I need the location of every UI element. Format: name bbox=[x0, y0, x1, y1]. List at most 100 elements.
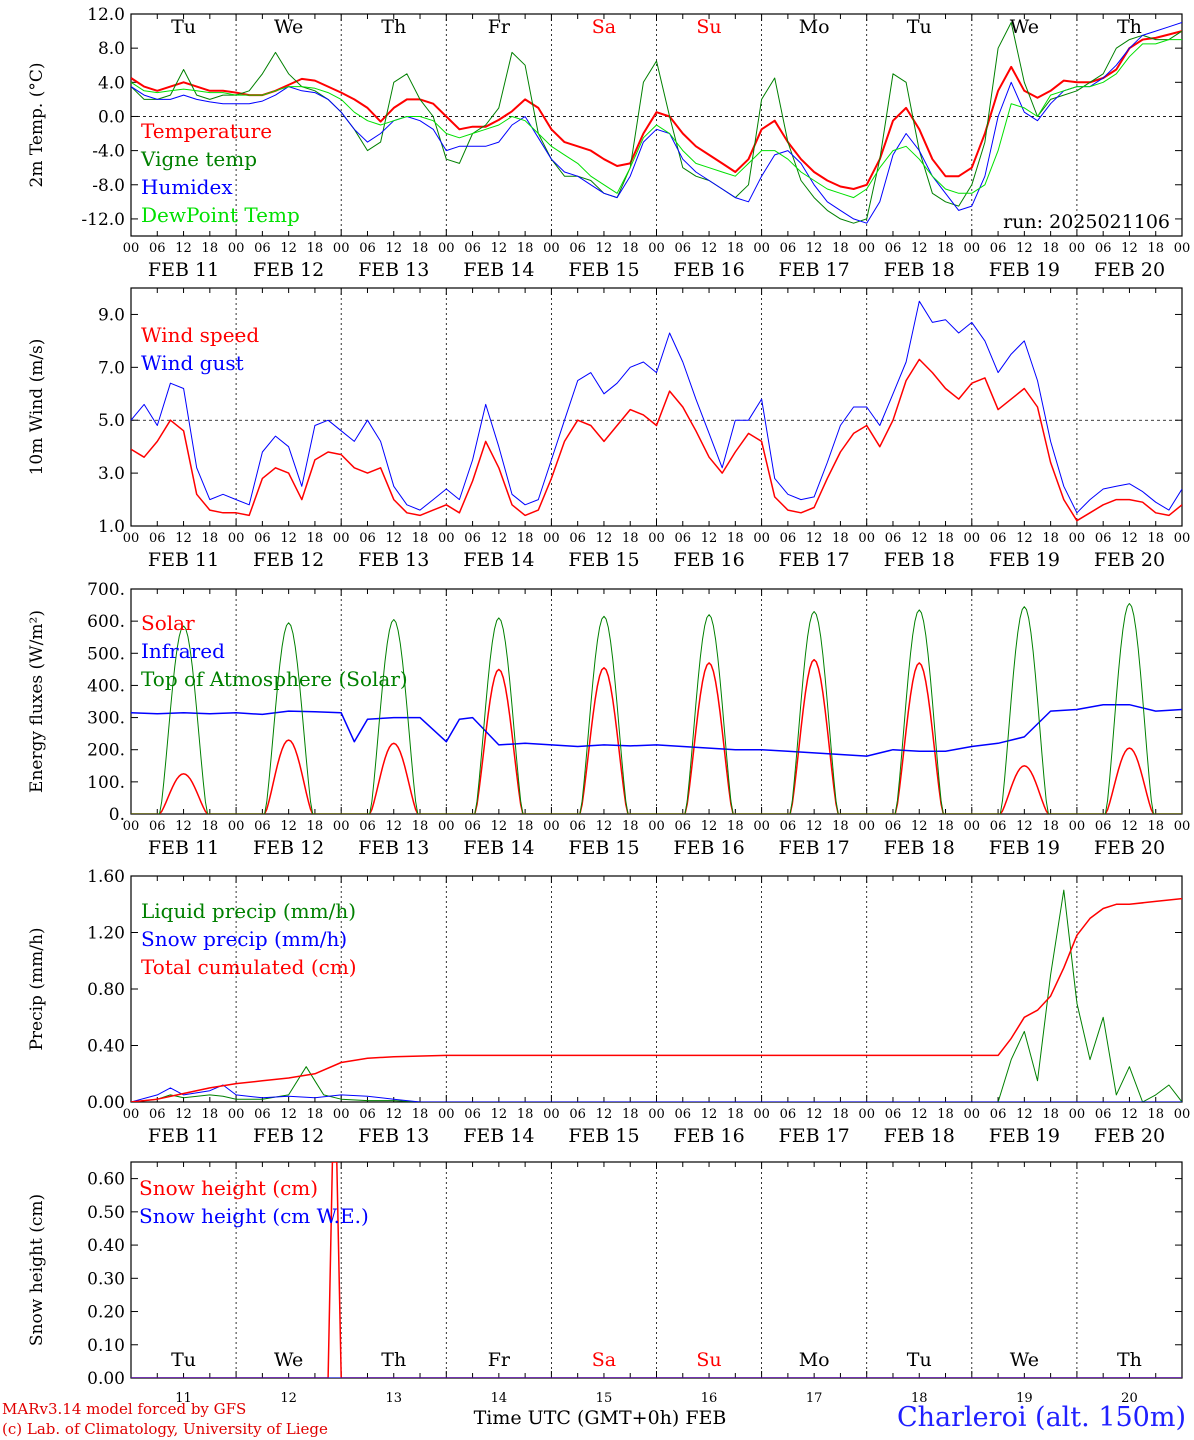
hour-tick-label: 06 bbox=[675, 531, 692, 546]
hour-tick-label: 12 bbox=[175, 241, 192, 256]
hour-tick-label: 06 bbox=[149, 1107, 166, 1122]
date-label: FEB 11 bbox=[148, 837, 219, 859]
date-label: FEB 17 bbox=[779, 259, 850, 281]
date-label: FEB 12 bbox=[253, 549, 324, 571]
y-tick-label: 4.0 bbox=[98, 73, 125, 93]
hour-tick-label: 12 bbox=[491, 531, 508, 546]
date-label: FEB 15 bbox=[568, 837, 639, 859]
hour-tick-label: 18 bbox=[202, 241, 219, 256]
run-annotation: run: 2025021106 bbox=[1003, 211, 1170, 233]
date-label: FEB 13 bbox=[358, 837, 429, 859]
y-tick-label: 0.60 bbox=[87, 1170, 125, 1190]
y-tick-label: 9.0 bbox=[98, 305, 125, 325]
day-number-label: 16 bbox=[701, 1391, 718, 1406]
hour-tick-label: 06 bbox=[149, 531, 166, 546]
hour-tick-label: 00 bbox=[438, 819, 455, 834]
hour-tick-label: 00 bbox=[858, 1107, 875, 1122]
hour-tick-label: 12 bbox=[911, 241, 928, 256]
hour-tick-label: 12 bbox=[491, 819, 508, 834]
hour-tick-label: 00 bbox=[123, 819, 140, 834]
hour-tick-label: 12 bbox=[701, 241, 718, 256]
hour-tick-label: 18 bbox=[1147, 1107, 1164, 1122]
date-label: FEB 14 bbox=[463, 259, 534, 281]
hour-tick-label: 18 bbox=[307, 1107, 324, 1122]
hour-tick-label: 00 bbox=[1174, 1107, 1191, 1122]
hour-tick-label: 00 bbox=[438, 531, 455, 546]
day-number-label: 19 bbox=[1016, 1391, 1033, 1406]
series-infrared bbox=[131, 703, 1182, 757]
date-label: FEB 17 bbox=[779, 837, 850, 859]
hour-tick-label: 06 bbox=[359, 241, 376, 256]
y-tick-label: 0.40 bbox=[87, 1037, 125, 1057]
hour-tick-label: 00 bbox=[228, 819, 245, 834]
hour-tick-label: 00 bbox=[858, 819, 875, 834]
y-tick-label: 1.60 bbox=[87, 867, 125, 887]
hour-tick-label: 06 bbox=[464, 531, 481, 546]
hour-tick-label: 12 bbox=[1121, 241, 1138, 256]
hour-tick-label: 12 bbox=[701, 531, 718, 546]
hour-tick-label: 06 bbox=[990, 1107, 1007, 1122]
hour-tick-label: 00 bbox=[543, 1107, 560, 1122]
day-number-label: 17 bbox=[806, 1391, 823, 1406]
hour-tick-label: 12 bbox=[280, 819, 297, 834]
hour-tick-label: 18 bbox=[937, 241, 954, 256]
hour-tick-label: 00 bbox=[333, 1107, 350, 1122]
hour-tick-label: 18 bbox=[412, 531, 429, 546]
series-humidex bbox=[131, 22, 1182, 224]
hour-tick-label: 12 bbox=[911, 531, 928, 546]
hour-tick-label: 06 bbox=[675, 241, 692, 256]
hour-tick-label: 18 bbox=[202, 531, 219, 546]
legend-entry: Total cumulated (cm) bbox=[141, 955, 357, 979]
hour-tick-label: 18 bbox=[727, 241, 744, 256]
day-number-label: 12 bbox=[280, 1391, 297, 1406]
legend-entry: Infrared bbox=[141, 639, 225, 663]
hour-tick-label: 06 bbox=[780, 531, 797, 546]
hour-tick-label: 18 bbox=[937, 531, 954, 546]
hour-tick-label: 00 bbox=[228, 531, 245, 546]
date-label: FEB 16 bbox=[673, 1125, 744, 1147]
legend-entry: Snow precip (mm/h) bbox=[141, 927, 347, 951]
legend-entry: Humidex bbox=[141, 175, 233, 199]
date-label: FEB 13 bbox=[358, 1125, 429, 1147]
hour-tick-label: 06 bbox=[885, 531, 902, 546]
hour-tick-label: 06 bbox=[464, 819, 481, 834]
legend-entry: Snow height (cm W.E.) bbox=[139, 1204, 369, 1228]
weekday-label: We bbox=[1010, 1349, 1039, 1371]
date-label: FEB 19 bbox=[989, 1125, 1060, 1147]
hour-tick-label: 18 bbox=[832, 241, 849, 256]
hour-tick-label: 12 bbox=[1016, 531, 1033, 546]
y-tick-label: 0.50 bbox=[87, 1203, 125, 1223]
day-number-label: 14 bbox=[491, 1391, 508, 1406]
hour-tick-label: 00 bbox=[333, 531, 350, 546]
hour-tick-label: 00 bbox=[1069, 819, 1086, 834]
hour-tick-label: 12 bbox=[280, 1107, 297, 1122]
hour-tick-label: 00 bbox=[1174, 819, 1191, 834]
hour-tick-label: 06 bbox=[464, 241, 481, 256]
y-axis-label: Precip (mm/h) bbox=[27, 927, 47, 1050]
hour-tick-label: 18 bbox=[727, 819, 744, 834]
hour-tick-label: 06 bbox=[780, 1107, 797, 1122]
y-tick-label: 0.10 bbox=[87, 1336, 125, 1356]
hour-tick-label: 00 bbox=[964, 241, 981, 256]
weekday-label: Sa bbox=[592, 1349, 616, 1371]
series-temperature bbox=[131, 30, 1182, 190]
date-label: FEB 20 bbox=[1094, 549, 1165, 571]
date-label: FEB 17 bbox=[779, 549, 850, 571]
y-axis-label: Snow height (cm) bbox=[27, 1194, 47, 1346]
hour-tick-label: 00 bbox=[964, 1107, 981, 1122]
hour-tick-label: 00 bbox=[123, 531, 140, 546]
date-label: FEB 17 bbox=[779, 1125, 850, 1147]
hour-tick-label: 12 bbox=[596, 241, 613, 256]
hour-tick-label: 00 bbox=[543, 531, 560, 546]
legend-entry: Temperature bbox=[141, 119, 272, 143]
hour-tick-label: 06 bbox=[885, 1107, 902, 1122]
weekday-label: Th bbox=[1117, 16, 1142, 38]
panel-energy: 700. 600. 500. 400. 300. 200. 100. 0. Energy flu… bbox=[27, 580, 1190, 859]
panel-precip: 1.60 1.20 0.80 0.40 0.00 Precip (mm/h) 00 06 12 1… bbox=[27, 867, 1190, 1147]
hour-tick-label: 06 bbox=[1095, 531, 1112, 546]
hour-tick-label: 00 bbox=[964, 819, 981, 834]
hour-tick-label: 12 bbox=[175, 819, 192, 834]
y-tick-label: -4.0 bbox=[92, 142, 125, 162]
y-tick-label: 0. bbox=[109, 805, 125, 825]
y-tick-label: 1.0 bbox=[98, 517, 125, 537]
